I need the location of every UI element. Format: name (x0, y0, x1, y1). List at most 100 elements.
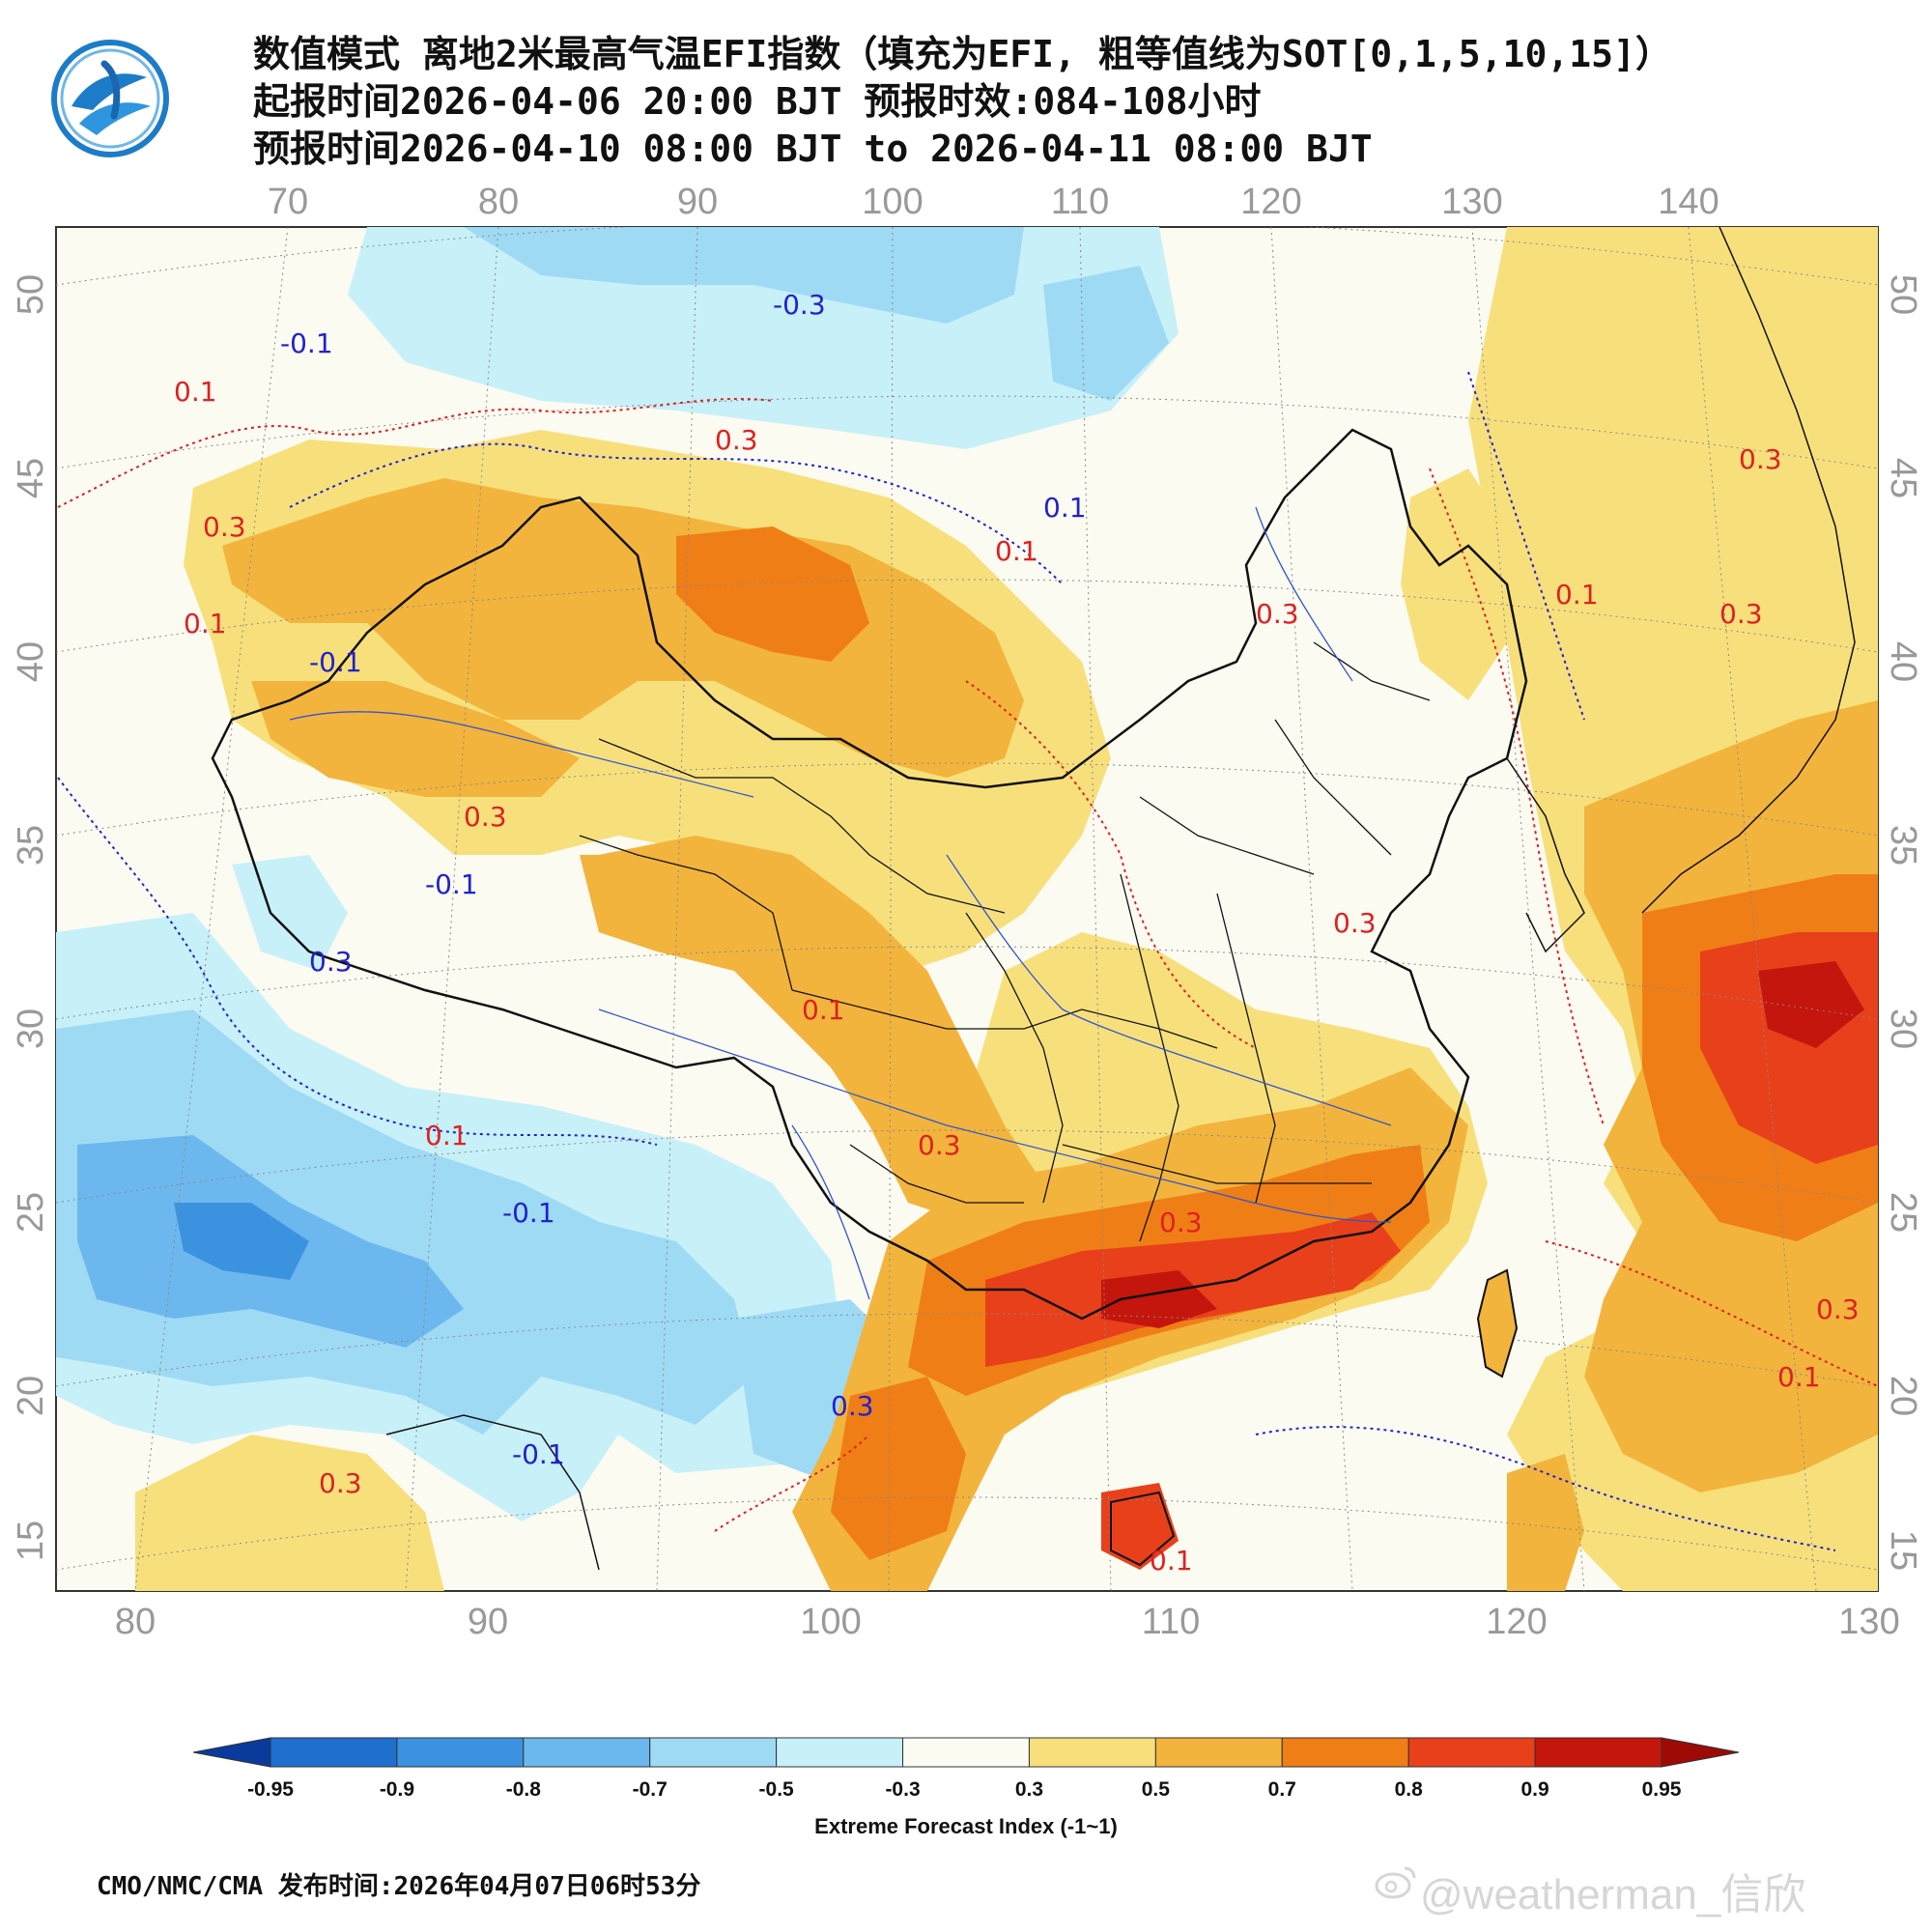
contour-label: -0.1 (425, 868, 478, 900)
japan-coast (1641, 227, 1856, 914)
colorbar-swatches (192, 1737, 1740, 1768)
taiwan-outline (1476, 1268, 1519, 1378)
efi-orange-south-sea (1507, 1454, 1584, 1591)
right-lat-label: 40 (1883, 641, 1923, 682)
efi-darkred-east-sea (1758, 961, 1864, 1048)
top-lon-label: 70 (268, 182, 308, 222)
contour-label: 0.3 (203, 511, 246, 543)
bottom-lon-label: 100 (800, 1602, 861, 1642)
efi-yellow-ne (1401, 469, 1507, 700)
top-lon-label: 140 (1658, 182, 1719, 222)
colorbar-swatch (1407, 1737, 1536, 1768)
title-line-2: 起报时间2026-04-06 20:00 BJT 预报时效:084-108小时 (253, 80, 1262, 123)
top-lon-label: 110 (1051, 182, 1110, 222)
title-block: 数值模式 离地2米最高气温EFI指数（填充为EFI, 粗等值线为SOT[0,1,… (253, 31, 1672, 173)
colorbar-swatch (396, 1737, 525, 1768)
title-line-3: 预报时间2026-04-10 08:00 BJT to 2026-04-11 0… (253, 128, 1373, 170)
footer-publisher: CMO/NMC/CMA 发布时间:2026年04月07日06时53分 (97, 1872, 701, 1901)
watermark: @weatherman_信欣 (1420, 1871, 1806, 1918)
title-line-1: 数值模式 离地2米最高气温EFI指数（填充为EFI, 粗等值线为SOT[0,1,… (253, 33, 1672, 75)
weibo-icon (1375, 1866, 1416, 1899)
korea-coast (1506, 757, 1585, 953)
contour-label: 0.3 (1719, 598, 1763, 630)
colorbar-swatch (649, 1737, 778, 1768)
left-lat-label: 35 (11, 825, 51, 866)
colorbar-swatch (902, 1737, 1030, 1768)
right-lat-label: 50 (1883, 274, 1923, 315)
right-lat-label: 35 (1883, 825, 1923, 866)
contour-label: 0.1 (1043, 492, 1087, 524)
colorbar-tick-label: -0.3 (885, 1778, 920, 1801)
india-border (385, 1414, 600, 1571)
contour-label: 0.1 (802, 994, 845, 1026)
top-lon-label: 90 (677, 182, 718, 222)
contour-label: 0.1 (174, 376, 217, 408)
contour-label: -0.1 (280, 327, 333, 359)
colorbar-tick-label: 0.5 (1142, 1778, 1171, 1801)
contour-label: 0.3 (1333, 907, 1377, 939)
right-lat-label: 25 (1883, 1192, 1923, 1233)
contour-label: -0.1 (309, 646, 362, 678)
efi-blue-west-core (174, 1203, 309, 1280)
colorbar-tick-label: 0.9 (1520, 1778, 1548, 1801)
contour-label: 0.3 (1159, 1207, 1203, 1238)
colorbar-swatch (270, 1737, 398, 1768)
colorbar-swatch (776, 1737, 904, 1768)
contour-label: 0.3 (464, 801, 507, 833)
top-lon-label: 100 (862, 182, 923, 222)
bottom-lon-label: 110 (1142, 1602, 1201, 1642)
colorbar-arrow-high (1661, 1737, 1740, 1768)
colorbar-tick-label: -0.9 (380, 1778, 414, 1801)
left-lat-label: 45 (11, 458, 51, 498)
colorbar-label: Extreme Forecast Index (-1~1) (814, 1814, 1118, 1838)
contour-label: -0.1 (512, 1438, 565, 1470)
left-lat-label: 20 (11, 1376, 51, 1416)
china-border (211, 428, 1528, 1321)
left-lat-label: 40 (11, 641, 51, 682)
contour-label: 0.3 (309, 946, 353, 978)
top-lon-label: 130 (1441, 182, 1502, 222)
colorbar-tick-label: 0.7 (1268, 1778, 1296, 1801)
colorbar-swatch (1154, 1737, 1283, 1768)
colorbar-swatch (1534, 1737, 1662, 1768)
efi-colorbar: -0.95 -0.9 -0.8 -0.7 -0.5 -0.3 0.3 0.5 0.7 0.8 0.9… (192, 1737, 1740, 1801)
colorbar-ticks: -0.95 -0.9 -0.8 -0.7 -0.5 -0.3 0.3 0.5 0.7 0.8 0.9… (247, 1778, 1682, 1801)
bottom-lon-label: 130 (1838, 1602, 1899, 1642)
colorbar-tick-label: 0.95 (1642, 1778, 1682, 1801)
colorbar-tick-label: -0.95 (247, 1778, 294, 1801)
bottom-lon-label: 120 (1486, 1602, 1547, 1642)
left-lat-label: 15 (11, 1520, 51, 1561)
top-lon-label: 80 (478, 182, 519, 222)
contour-label: -0.1 (502, 1197, 555, 1229)
colorbar-swatch (1281, 1737, 1409, 1768)
right-lat-label: 15 (1883, 1530, 1923, 1571)
efi-orange-tibet (580, 855, 792, 971)
bottom-lon-label: 80 (115, 1602, 156, 1642)
efi-blue-north-dark (464, 227, 1024, 324)
contour-label: 0.1 (1150, 1545, 1193, 1577)
efi-map: 70 80 90 100 110 120 130 140 (11, 182, 1923, 1642)
right-lat-label: 45 (1883, 458, 1923, 498)
cma-logo-icon (51, 40, 169, 157)
colorbar-tick-label: -0.8 (506, 1778, 542, 1801)
contour-label: 0.1 (1555, 579, 1599, 611)
left-lat-label: 50 (11, 274, 51, 315)
colorbar-swatch (1028, 1737, 1156, 1768)
contour-label: -0.3 (773, 289, 826, 321)
contour-label: 0.1 (1777, 1361, 1821, 1393)
left-lat-label: 30 (11, 1009, 51, 1049)
right-lat-label: 20 (1883, 1376, 1923, 1416)
contour-label: 0.3 (1256, 598, 1299, 630)
colorbar-tick-label: 0.3 (1015, 1778, 1043, 1801)
contour-label: 0.3 (918, 1129, 961, 1161)
efi-blue-west-mid (56, 1009, 753, 1435)
right-lat-label: 30 (1883, 1009, 1923, 1049)
efi-darkorange-north (676, 526, 869, 662)
contour-label: 0.3 (1739, 443, 1782, 475)
colorbar-swatch (523, 1737, 651, 1768)
colorbar-arrow-low (192, 1737, 271, 1768)
efi-blue-ne (1043, 266, 1169, 401)
contour-label: 0.1 (184, 608, 227, 639)
contour-label: 0.1 (995, 535, 1038, 567)
contour-label: 0.3 (319, 1467, 362, 1499)
